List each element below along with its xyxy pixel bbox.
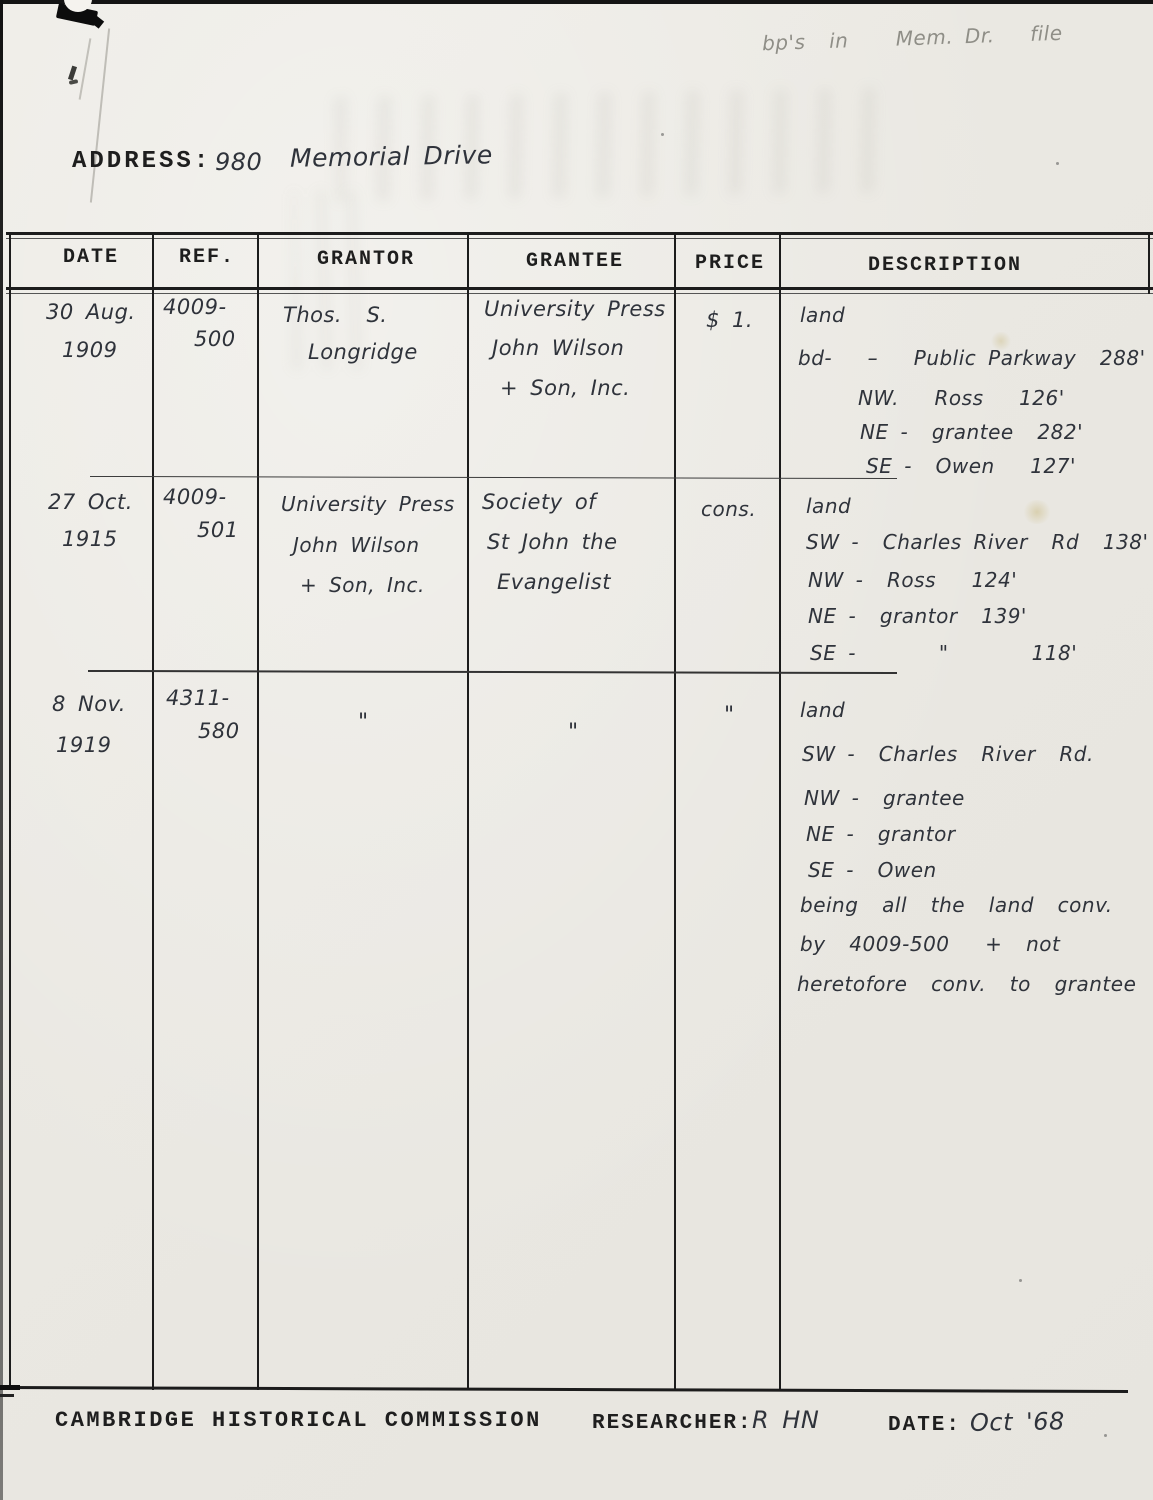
- row3-ref: 580: [198, 719, 240, 743]
- row1-date: 1909: [62, 338, 118, 362]
- row3-desc-line: heretofore conv. to grantee: [797, 972, 1137, 996]
- row1-desc-line: SE - Owen 127': [866, 454, 1076, 478]
- row1-date: 30 Aug.: [46, 300, 136, 324]
- table-left-border: [9, 232, 11, 1390]
- speck: [1104, 1434, 1107, 1437]
- ink-tick: [68, 79, 79, 85]
- footer-researcher-value: R HN: [752, 1406, 820, 1434]
- row1-desc-line: bd- – Public Parkway 288': [798, 346, 1146, 370]
- photocopy-top-edge: [0, 0, 1153, 4]
- row1-grantee: University Press: [484, 297, 666, 321]
- row1-grantor: Longridge: [308, 340, 418, 364]
- address-label: ADDRESS:: [72, 148, 212, 175]
- footer-organization: CAMBRIDGE HISTORICAL COMMISSION: [55, 1408, 542, 1433]
- row3-grantor-ditto: ": [358, 710, 369, 735]
- header-right-border: [1148, 232, 1150, 294]
- row1-grantee: John Wilson: [492, 336, 625, 360]
- row2-desc-line: NW - Ross 124': [808, 568, 1018, 592]
- row2-grantor: + Son, Inc.: [300, 573, 425, 597]
- row3-desc-line: by 4009-500 + not: [800, 932, 1061, 956]
- speck: [1056, 162, 1059, 165]
- edge-dash: [0, 1385, 20, 1390]
- row2-grantee: Evangelist: [497, 570, 611, 594]
- row1-desc-line: land: [800, 303, 846, 327]
- row1-desc-line: NW. Ross 126': [858, 386, 1065, 410]
- row3-desc-line: being all the land conv.: [800, 893, 1113, 917]
- row2-ref: 501: [197, 518, 239, 542]
- row2-desc-line: SE - " 118': [810, 641, 1078, 665]
- header-bottom-rule-echo: [6, 293, 1153, 294]
- paper-notch: [64, 0, 92, 12]
- row3-desc-line: SW - Charles River Rd.: [802, 742, 1094, 766]
- column-line-price-description: [779, 232, 781, 1390]
- column-line-grantor-grantee: [467, 232, 469, 1390]
- row2-desc-line: SW - Charles River Rd 138': [806, 530, 1149, 554]
- header-grantee: GRANTEE: [526, 250, 625, 273]
- row1-grantor: Thos. S.: [283, 303, 388, 327]
- row2-desc-line: land: [806, 494, 852, 518]
- edge-dash: [0, 1394, 14, 1397]
- staple-mark: [86, 12, 105, 29]
- table-top-rule-echo: [6, 238, 1153, 239]
- row3-date: 8 Nov.: [52, 692, 126, 716]
- footer-date-label: DATE:: [888, 1414, 962, 1437]
- corner-note: bp's in Mem. Dr. file: [761, 20, 1063, 56]
- row1-desc-line: NE - grantee 282': [860, 420, 1084, 444]
- row1-grantee: + Son, Inc.: [500, 376, 631, 400]
- row2-ref: 4009-: [163, 485, 227, 509]
- row2-grantor: University Press: [281, 492, 455, 516]
- row3-desc-line: land: [800, 698, 846, 722]
- table-bottom-rule: [7, 1386, 1129, 1393]
- row1-ref: 500: [194, 327, 236, 351]
- row2-price: cons.: [701, 497, 757, 521]
- footer-date-value: Oct '68: [969, 1407, 1066, 1437]
- photocopy-left-edge: [0, 0, 3, 1500]
- header-description: DESCRIPTION: [868, 254, 1023, 277]
- speck: [1019, 1279, 1022, 1282]
- row3-date: 1919: [56, 733, 112, 757]
- pencil-scratch: [89, 28, 111, 203]
- row-separator-2: [87, 669, 898, 675]
- address-street: Memorial Drive: [289, 140, 493, 173]
- speck: [661, 133, 664, 136]
- row1-ref: 4009-: [163, 295, 227, 319]
- row3-desc-line: NW - grantee: [804, 786, 965, 810]
- table-top-rule: [6, 232, 1153, 235]
- footer-researcher-label: RESEARCHER:: [592, 1412, 753, 1435]
- row2-date: 1915: [62, 527, 118, 551]
- row3-ref: 4311-: [166, 686, 230, 710]
- row3-desc-line: SE - Owen: [808, 858, 937, 882]
- ink-tick: [67, 65, 78, 81]
- pencil-scratch: [78, 38, 92, 100]
- header-ref: REF.: [179, 246, 236, 269]
- row2-date: 27 Oct.: [48, 490, 133, 514]
- header-bottom-rule: [6, 287, 1153, 290]
- address-number: 980: [215, 148, 263, 176]
- header-price: PRICE: [695, 252, 766, 275]
- row3-price-ditto: ": [724, 703, 735, 728]
- row2-grantee: St John the: [487, 530, 618, 554]
- row2-desc-line: NE - grantor 139': [808, 604, 1027, 628]
- stain: [1022, 500, 1052, 524]
- row3-desc-line: NE - grantor: [806, 822, 956, 846]
- column-line-date-ref: [152, 232, 154, 1390]
- row2-grantee: Society of: [482, 490, 597, 514]
- row2-grantor: John Wilson: [293, 533, 420, 557]
- row-separator-1: [90, 475, 897, 480]
- row1-price: $ 1.: [706, 308, 754, 332]
- header-date: DATE: [63, 246, 120, 269]
- column-line-grantee-price: [674, 232, 676, 1390]
- header-grantor: GRANTOR: [317, 248, 416, 271]
- row3-grantee-ditto: ": [568, 720, 579, 745]
- column-line-ref-grantor: [257, 232, 259, 1390]
